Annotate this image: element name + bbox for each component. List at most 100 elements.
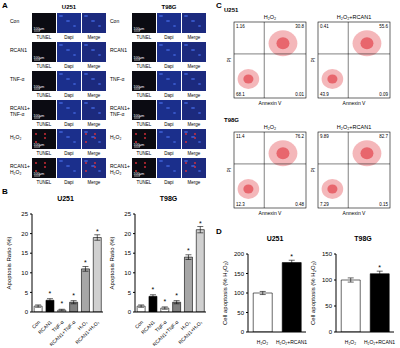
svg-text:RCAN1: RCAN1 <box>140 319 156 335</box>
svg-text:Dapi: Dapi <box>164 180 173 185</box>
svg-text:50: 50 <box>237 310 244 316</box>
svg-text:68.1: 68.1 <box>236 92 245 97</box>
svg-text:*: * <box>290 253 293 260</box>
svg-text:100μm: 100μm <box>34 85 45 89</box>
svg-text:PI: PI <box>226 58 232 63</box>
svg-text:TUNEL: TUNEL <box>137 93 152 98</box>
svg-text:Apoptosis Ratio (%): Apoptosis Ratio (%) <box>6 236 12 289</box>
svg-text:100μm: 100μm <box>34 56 45 60</box>
svg-text:TNF-α: TNF-α <box>10 76 24 82</box>
svg-text:0: 0 <box>241 329 245 335</box>
svg-text:10: 10 <box>124 270 131 276</box>
svg-text:100μm: 100μm <box>134 56 145 60</box>
svg-text:TNF-α: TNF-α <box>110 111 124 117</box>
svg-text:Dapi: Dapi <box>64 35 73 40</box>
svg-text:TUNEL: TUNEL <box>37 180 52 185</box>
svg-text:Dapi: Dapi <box>164 93 173 98</box>
svg-text:H₂O₂+RCAN1: H₂O₂+RCAN1 <box>337 14 371 20</box>
svg-text:RCAN1: RCAN1 <box>37 319 53 335</box>
svg-text:Annexin V: Annexin V <box>343 100 366 106</box>
svg-text:*: * <box>72 292 75 299</box>
svg-text:H₂O₂: H₂O₂ <box>110 134 121 140</box>
svg-text:Merge: Merge <box>88 151 101 156</box>
svg-text:0.09: 0.09 <box>379 92 388 97</box>
svg-text:TUNEL: TUNEL <box>37 93 52 98</box>
svg-text:Merge: Merge <box>188 180 201 185</box>
svg-text:TUNEL: TUNEL <box>137 151 152 156</box>
svg-text:TUNEL: TUNEL <box>137 180 152 185</box>
svg-text:Dapi: Dapi <box>64 122 73 127</box>
svg-text:Merge: Merge <box>188 93 201 98</box>
svg-text:U251: U251 <box>224 7 239 13</box>
svg-text:H₂O₂+RCAN1: H₂O₂+RCAN1 <box>364 339 395 345</box>
svg-text:H₂O₂: H₂O₂ <box>10 134 21 140</box>
svg-text:H₂O₂: H₂O₂ <box>110 169 121 175</box>
svg-text:TUNEL: TUNEL <box>37 35 52 40</box>
svg-text:55.6: 55.6 <box>379 24 388 29</box>
svg-text:*: * <box>199 220 202 227</box>
svg-text:Dapi: Dapi <box>64 64 73 69</box>
svg-text:5: 5 <box>25 290 29 296</box>
svg-text:Merge: Merge <box>88 35 101 40</box>
svg-text:Merge: Merge <box>188 151 201 156</box>
svg-text:Merge: Merge <box>88 64 101 69</box>
svg-text:0.41: 0.41 <box>320 24 329 29</box>
svg-text:TNF-α: TNF-α <box>110 76 124 82</box>
svg-text:9.89: 9.89 <box>320 134 329 139</box>
svg-text:0: 0 <box>128 309 132 315</box>
svg-text:H₂O₂: H₂O₂ <box>264 124 277 130</box>
svg-text:30.8: 30.8 <box>295 24 304 29</box>
svg-text:20: 20 <box>21 231 28 237</box>
svg-text:U251: U251 <box>62 4 77 10</box>
svg-text:Merge: Merge <box>188 35 201 40</box>
svg-text:*: * <box>378 264 381 271</box>
svg-text:5: 5 <box>128 290 132 296</box>
svg-text:0.48: 0.48 <box>295 202 304 207</box>
svg-text:Con: Con <box>110 18 119 24</box>
svg-text:100μm: 100μm <box>34 27 45 31</box>
svg-text:25: 25 <box>21 211 28 217</box>
svg-text:100μm: 100μm <box>34 114 45 118</box>
svg-text:150: 150 <box>322 251 333 257</box>
svg-text:200: 200 <box>234 251 245 257</box>
svg-text:0.15: 0.15 <box>379 202 388 207</box>
svg-text:Con: Con <box>10 18 19 24</box>
svg-text:1.16: 1.16 <box>236 24 245 29</box>
svg-text:A: A <box>2 1 8 10</box>
svg-text:Cell apoptosis (% H₂O₂): Cell apoptosis (% H₂O₂) <box>310 261 316 325</box>
svg-text:Merge: Merge <box>188 64 201 69</box>
svg-text:Dapi: Dapi <box>64 180 73 185</box>
svg-text:C: C <box>216 1 222 10</box>
svg-text:TUNEL: TUNEL <box>37 122 52 127</box>
svg-text:100μm: 100μm <box>134 143 145 147</box>
svg-text:RCAN1+TNF-α: RCAN1+TNF-α <box>48 319 76 346</box>
svg-text:TUNEL: TUNEL <box>137 35 152 40</box>
svg-text:D: D <box>216 227 222 236</box>
svg-text:100μm: 100μm <box>134 85 145 89</box>
svg-text:T98G: T98G <box>161 4 176 10</box>
svg-text:0: 0 <box>25 309 29 315</box>
svg-text:100μm: 100μm <box>34 172 45 176</box>
svg-text:100μm: 100μm <box>134 172 145 176</box>
svg-text:0: 0 <box>329 329 333 335</box>
svg-text:RCAN1+H₂O₂: RCAN1+H₂O₂ <box>177 319 203 345</box>
svg-text:82.7: 82.7 <box>379 134 388 139</box>
svg-text:Merge: Merge <box>88 180 101 185</box>
svg-text:RCAN1+TNF-α: RCAN1+TNF-α <box>151 319 179 346</box>
svg-text:15: 15 <box>124 250 131 256</box>
svg-text:*: * <box>175 292 178 299</box>
svg-text:H₂O₂: H₂O₂ <box>257 339 268 345</box>
svg-text:*: * <box>49 290 52 297</box>
svg-text:Apoptosis Ratio (%): Apoptosis Ratio (%) <box>109 236 115 289</box>
svg-text:TUNEL: TUNEL <box>37 151 52 156</box>
svg-text:Dapi: Dapi <box>64 93 73 98</box>
svg-text:Dapi: Dapi <box>164 64 173 69</box>
svg-text:11.4: 11.4 <box>236 134 245 139</box>
svg-text:TUNEL: TUNEL <box>137 64 152 69</box>
svg-text:100: 100 <box>322 277 333 283</box>
svg-text:0.01: 0.01 <box>295 92 304 97</box>
svg-text:*: * <box>96 228 99 235</box>
svg-text:*: * <box>60 300 63 307</box>
svg-text:100μm: 100μm <box>34 143 45 147</box>
svg-text:100μm: 100μm <box>134 27 145 31</box>
